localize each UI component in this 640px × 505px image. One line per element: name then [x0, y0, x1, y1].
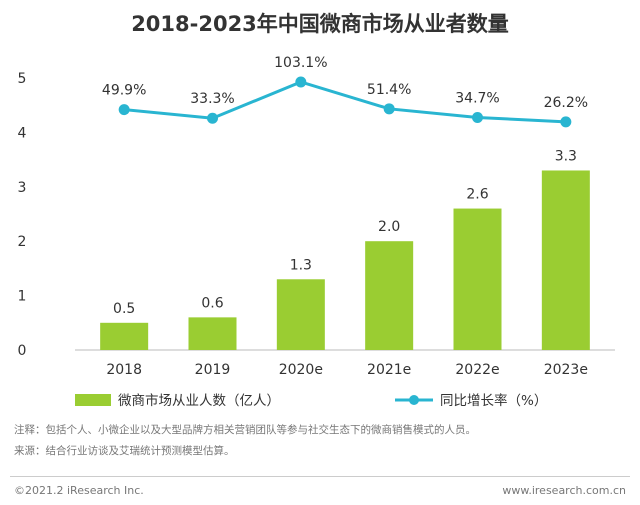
growth-rate-point — [118, 104, 130, 116]
growth-rate-label: 34.7% — [455, 90, 499, 106]
x-tick-label: 2019 — [195, 362, 231, 378]
website-link: www.iresearch.com.cn — [502, 484, 626, 497]
x-tick-label: 2020e — [279, 362, 323, 378]
bar-value-label: 0.6 — [201, 295, 223, 311]
growth-rate-point — [207, 112, 218, 124]
bar-value-label: 2.6 — [466, 187, 488, 203]
chart-canvas: 0 1 2 3 4 5 0.5 0.6 1.3 2.0 2.6 3.3 2018 2019 2020e 202… — [18, 55, 615, 409]
x-tick-label: 2018 — [106, 362, 142, 378]
y-tick-label: 4 — [18, 125, 27, 141]
growth-rate-label: 26.2% — [544, 95, 588, 111]
bar-value-label: 1.3 — [290, 257, 312, 273]
bar — [453, 208, 502, 350]
growth-rate-point — [295, 76, 307, 88]
chart-title: 2018-2023年中国微商市场从业者数量 — [131, 12, 509, 36]
bar-value-label: 2.0 — [378, 219, 400, 235]
copyright: ©2021.2 iResearch Inc. — [14, 484, 144, 497]
legend-bar-swatch — [75, 394, 111, 406]
growth-rate-label: 103.1% — [274, 55, 327, 71]
bar — [188, 317, 237, 350]
legend-line-marker — [409, 395, 419, 405]
legend-bar-label: 微商市场从业人数（亿人） — [118, 392, 280, 409]
growth-rate-point — [472, 111, 483, 123]
bar — [276, 279, 325, 350]
footer-divider — [10, 476, 630, 477]
bar-value-label: 0.5 — [113, 301, 135, 317]
growth-rate-line — [124, 80, 566, 124]
y-tick-label: 0 — [18, 343, 27, 359]
x-tick-label: 2023e — [544, 362, 588, 378]
bar-value-label: 3.3 — [555, 148, 577, 164]
chart-note: 注释：包括个人、小微企业以及大型品牌方相关营销团队等参与社交生态下的微商销售模式… — [14, 424, 476, 436]
legend-line-label: 同比增长率（%） — [440, 392, 547, 409]
bar — [100, 322, 149, 350]
growth-rate-label: 33.3% — [190, 91, 234, 107]
x-tick-label: 2021e — [367, 362, 411, 378]
y-tick-label: 1 — [18, 289, 27, 305]
bar — [541, 170, 590, 350]
y-tick-label: 5 — [18, 71, 27, 87]
chart-source: 来源：结合行业访谈及艾瑞统计预测模型估算。 — [14, 445, 235, 457]
y-tick-label: 2 — [18, 234, 27, 250]
growth-rate-point — [383, 103, 395, 115]
y-tick-label: 3 — [18, 180, 27, 196]
growth-rate-point — [560, 116, 572, 128]
growth-rate-label: 51.4% — [367, 82, 411, 98]
x-tick-label: 2022e — [455, 362, 499, 378]
growth-rate-label: 49.9% — [102, 83, 146, 99]
bar — [365, 241, 414, 350]
